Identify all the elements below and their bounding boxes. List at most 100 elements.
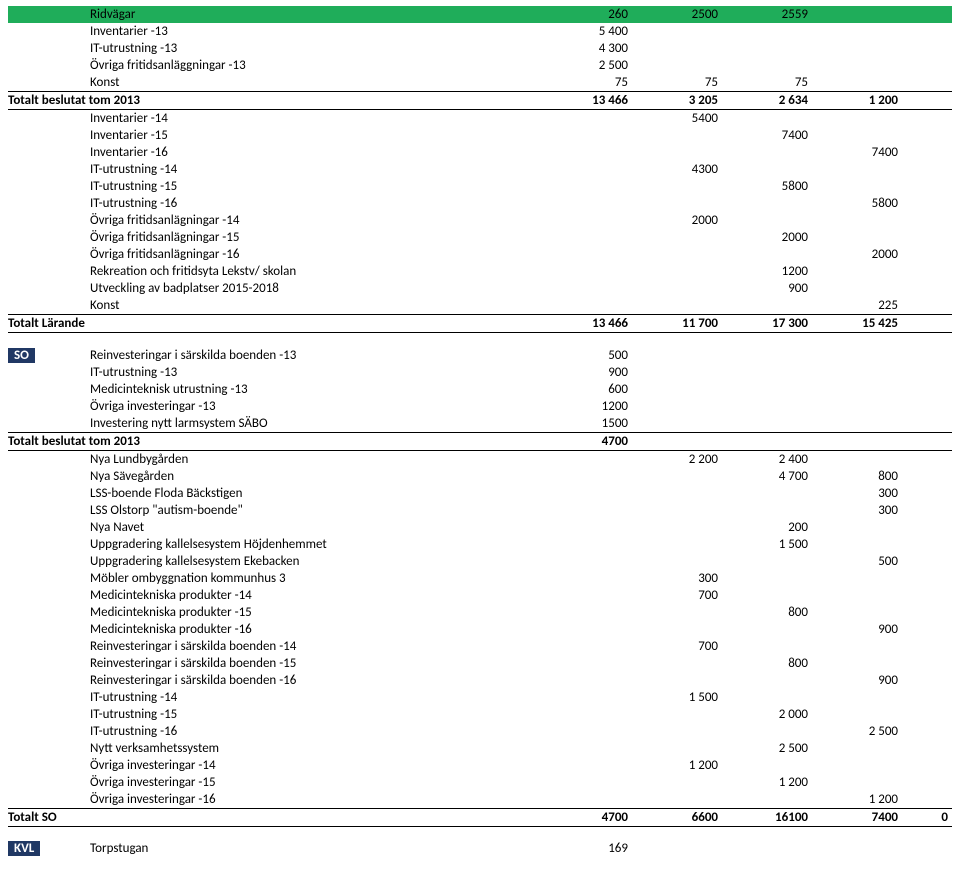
row-value xyxy=(632,398,722,415)
table-row: Totalt SO470066001610074000 xyxy=(8,808,952,826)
row-label: Totalt beslutat tom 2013 xyxy=(8,92,542,110)
row-label: IT-utrustning -14 xyxy=(48,161,542,178)
row-value xyxy=(812,604,902,621)
section-tag: SO xyxy=(8,348,35,363)
row-label: Nya Navet xyxy=(48,519,542,536)
row-value xyxy=(542,791,632,809)
row-value xyxy=(902,723,952,740)
row-value: 1 200 xyxy=(722,774,812,791)
row-value xyxy=(902,280,952,297)
row-value xyxy=(902,6,952,23)
row-value xyxy=(632,468,722,485)
row-value xyxy=(632,263,722,280)
row-value xyxy=(542,723,632,740)
row-label: Nya Lundbygården xyxy=(48,450,542,468)
row-value xyxy=(542,263,632,280)
row-value xyxy=(632,229,722,246)
row-value xyxy=(632,791,722,809)
table-row: Inventarier -135 400 xyxy=(8,23,952,40)
row-value xyxy=(722,621,812,638)
row-value xyxy=(542,110,632,128)
row-value xyxy=(812,689,902,706)
table-row: Övriga fritidsanlägningar -142000 xyxy=(8,212,952,229)
row-value: 500 xyxy=(812,553,902,570)
row-value xyxy=(542,587,632,604)
row-label: IT-utrustning -16 xyxy=(48,723,542,740)
table-row: Konst225 xyxy=(8,297,952,315)
row-value: 4 700 xyxy=(722,468,812,485)
row-value: 13 466 xyxy=(542,92,632,110)
row-value: 1500 xyxy=(542,415,632,433)
row-value xyxy=(722,398,812,415)
row-value xyxy=(542,144,632,161)
table-row: IT-utrustning -152 000 xyxy=(8,706,952,723)
row-value: 1 500 xyxy=(722,536,812,553)
row-value xyxy=(632,144,722,161)
row-value xyxy=(722,723,812,740)
row-value xyxy=(632,280,722,297)
row-value xyxy=(722,246,812,263)
row-value xyxy=(542,502,632,519)
row-label: Ridvägar xyxy=(48,6,542,23)
row-value xyxy=(632,297,722,315)
row-value: 6600 xyxy=(632,808,722,826)
row-value: 300 xyxy=(812,502,902,519)
row-label: IT-utrustning -13 xyxy=(48,40,542,57)
table-row: Övriga investeringar -151 200 xyxy=(8,774,952,791)
row-value xyxy=(632,655,722,672)
row-value xyxy=(722,485,812,502)
row-label: Torpstugan xyxy=(48,840,542,857)
row-value xyxy=(902,621,952,638)
row-value xyxy=(902,381,952,398)
table-row: Inventarier -145400 xyxy=(8,110,952,128)
row-value xyxy=(812,57,902,74)
row-value xyxy=(722,672,812,689)
row-value xyxy=(722,110,812,128)
row-value xyxy=(812,364,902,381)
row-value xyxy=(902,468,952,485)
row-value: 2500 xyxy=(632,6,722,23)
row-value: 2000 xyxy=(812,246,902,263)
table-row: Nya Lundbygården2 2002 400 xyxy=(8,450,952,468)
table-row: Övriga fritidsanläggningar -132 500 xyxy=(8,57,952,74)
row-value xyxy=(722,689,812,706)
row-value: 300 xyxy=(632,570,722,587)
budget-table: Ridvägar26025002559Inventarier -135 400I… xyxy=(8,6,952,857)
row-label: LSS-boende Floda Bäckstigen xyxy=(48,485,542,502)
row-value xyxy=(632,415,722,433)
row-value xyxy=(812,381,902,398)
table-row: IT-utrustning -141 500 xyxy=(8,689,952,706)
row-value xyxy=(902,178,952,195)
row-value xyxy=(542,178,632,195)
row-value: 2 400 xyxy=(722,450,812,468)
row-value xyxy=(542,161,632,178)
row-label: Reinvesteringar i särskilda boenden -14 xyxy=(48,638,542,655)
row-value: 300 xyxy=(812,485,902,502)
row-value xyxy=(812,178,902,195)
row-value xyxy=(902,398,952,415)
row-value xyxy=(812,212,902,229)
row-label: Investering nytt larmsystem SÄBO xyxy=(48,415,542,433)
table-row: Medicintekniska produkter -15800 xyxy=(8,604,952,621)
row-value xyxy=(812,570,902,587)
row-value xyxy=(722,161,812,178)
table-row: KVLTorpstugan169 xyxy=(8,840,952,857)
row-value xyxy=(632,178,722,195)
row-label: Nytt verksamhetssystem xyxy=(48,740,542,757)
row-value xyxy=(722,195,812,212)
row-value xyxy=(632,23,722,40)
row-value: 1 500 xyxy=(632,689,722,706)
row-value: 2559 xyxy=(722,6,812,23)
row-label: Övriga fritidsanlägningar -14 xyxy=(48,212,542,229)
table-row: Nytt verksamhetssystem2 500 xyxy=(8,740,952,757)
row-label: Övriga fritidsanläggningar -13 xyxy=(48,57,542,74)
row-value xyxy=(722,57,812,74)
row-value xyxy=(902,450,952,468)
table-row: Övriga fritidsanlägningar -162000 xyxy=(8,246,952,263)
row-label: LSS Olstorp "autism-boende" xyxy=(48,502,542,519)
row-value: 169 xyxy=(542,840,632,857)
table-row: Ridvägar26025002559 xyxy=(8,6,952,23)
row-value xyxy=(902,740,952,757)
row-label: Totalt beslutat tom 2013 xyxy=(8,432,542,450)
row-value xyxy=(902,110,952,128)
